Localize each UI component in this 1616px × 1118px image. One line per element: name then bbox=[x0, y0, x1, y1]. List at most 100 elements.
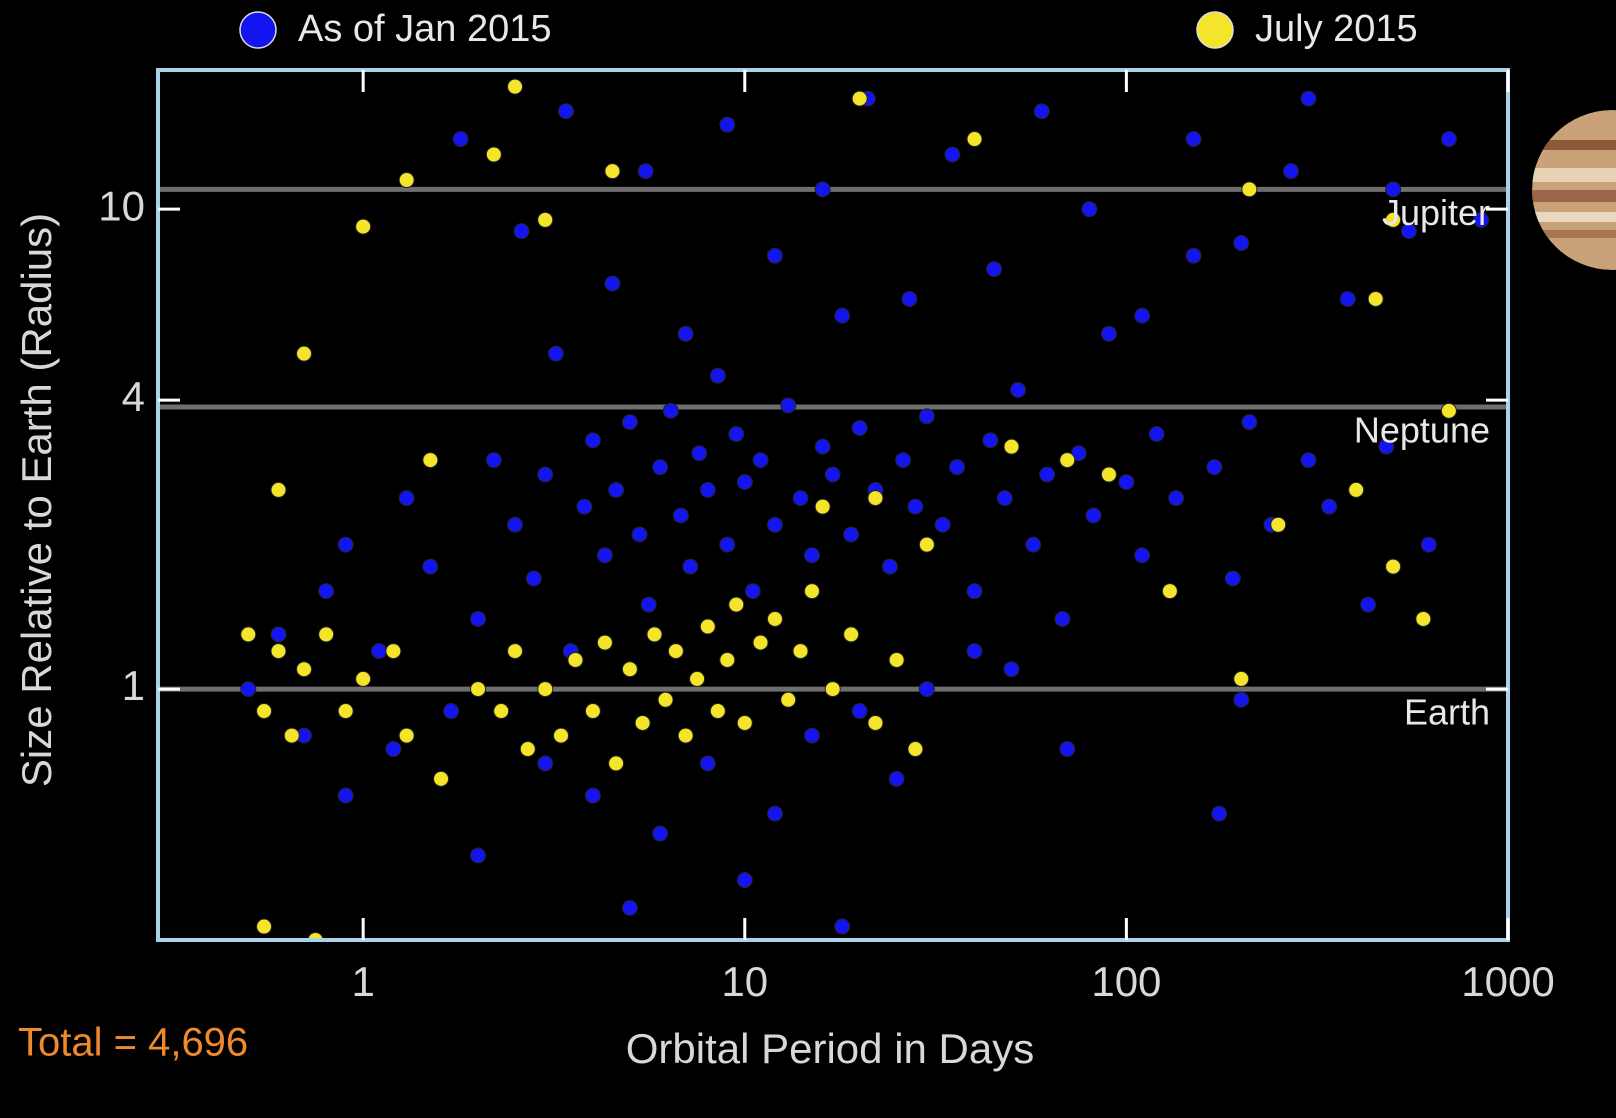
y-axis-title: Size Relative to Earth (Radius) bbox=[13, 213, 60, 787]
data-point bbox=[585, 433, 600, 448]
data-point bbox=[423, 453, 438, 468]
data-point bbox=[1234, 236, 1249, 251]
chart: Size Relative to Earth (Radius) Orbital … bbox=[0, 0, 1616, 1118]
data-point bbox=[919, 409, 934, 424]
data-point bbox=[1301, 91, 1316, 106]
data-point bbox=[852, 91, 867, 106]
data-point bbox=[444, 704, 459, 719]
data-point bbox=[868, 715, 883, 730]
data-point bbox=[844, 627, 859, 642]
data-point bbox=[1186, 248, 1201, 263]
data-point bbox=[1301, 453, 1316, 468]
data-point bbox=[678, 326, 693, 341]
data-point bbox=[983, 433, 998, 448]
data-point bbox=[1225, 571, 1240, 586]
data-point bbox=[804, 548, 819, 563]
data-point bbox=[622, 900, 637, 915]
data-point bbox=[1119, 475, 1134, 490]
data-point bbox=[793, 644, 808, 659]
legend-label: July 2015 bbox=[1255, 8, 1418, 50]
data-point bbox=[356, 219, 371, 234]
data-point bbox=[1368, 291, 1383, 306]
data-point bbox=[1101, 467, 1116, 482]
data-point bbox=[683, 559, 698, 574]
data-point bbox=[753, 453, 768, 468]
data-point bbox=[605, 164, 620, 179]
data-point bbox=[271, 644, 286, 659]
data-point bbox=[908, 499, 923, 514]
data-point bbox=[700, 619, 715, 634]
data-point bbox=[434, 771, 449, 786]
data-point bbox=[815, 439, 830, 454]
data-point bbox=[1169, 491, 1184, 506]
reference-label: Earth bbox=[1404, 692, 1490, 733]
data-point bbox=[423, 559, 438, 574]
data-point bbox=[889, 652, 904, 667]
data-point bbox=[257, 919, 272, 934]
data-point bbox=[1034, 104, 1049, 119]
data-point bbox=[815, 499, 830, 514]
data-point bbox=[577, 499, 592, 514]
data-point bbox=[1186, 132, 1201, 147]
data-point bbox=[1135, 548, 1150, 563]
reference-label: Jupiter bbox=[1382, 192, 1490, 233]
data-point bbox=[271, 627, 286, 642]
data-point bbox=[319, 627, 334, 642]
data-point bbox=[767, 517, 782, 532]
data-point bbox=[538, 467, 553, 482]
data-point bbox=[508, 79, 523, 94]
data-point bbox=[284, 728, 299, 743]
data-point bbox=[371, 644, 386, 659]
data-point bbox=[889, 771, 904, 786]
data-point bbox=[835, 919, 850, 934]
data-point bbox=[710, 704, 725, 719]
data-point bbox=[1004, 439, 1019, 454]
data-point bbox=[486, 147, 501, 162]
data-point bbox=[386, 742, 401, 757]
data-point bbox=[663, 403, 678, 418]
data-point bbox=[1060, 742, 1075, 757]
data-point bbox=[745, 584, 760, 599]
data-point bbox=[844, 527, 859, 542]
data-point bbox=[494, 704, 509, 719]
data-point bbox=[1040, 467, 1055, 482]
x-tick-label: 10 bbox=[721, 958, 768, 1005]
data-point bbox=[710, 368, 725, 383]
data-point bbox=[804, 728, 819, 743]
data-point bbox=[1101, 326, 1116, 341]
data-point bbox=[658, 692, 673, 707]
data-point bbox=[737, 715, 752, 730]
data-point bbox=[692, 446, 707, 461]
data-point bbox=[1234, 671, 1249, 686]
data-point bbox=[825, 682, 840, 697]
data-point bbox=[720, 537, 735, 552]
data-point bbox=[690, 671, 705, 686]
data-point bbox=[678, 728, 693, 743]
data-point bbox=[622, 415, 637, 430]
data-point bbox=[1162, 584, 1177, 599]
legend-marker bbox=[1197, 12, 1233, 48]
data-point bbox=[804, 584, 819, 599]
legend-label: As of Jan 2015 bbox=[298, 8, 552, 50]
data-point bbox=[902, 291, 917, 306]
y-tick-label: 1 bbox=[122, 662, 145, 709]
data-point bbox=[319, 584, 334, 599]
data-point bbox=[1386, 559, 1401, 574]
data-point bbox=[568, 652, 583, 667]
data-point bbox=[356, 671, 371, 686]
data-point bbox=[815, 182, 830, 197]
data-point bbox=[1082, 202, 1097, 217]
data-point bbox=[673, 508, 688, 523]
data-point bbox=[1242, 182, 1257, 197]
page: Size Relative to Earth (Radius) Orbital … bbox=[0, 0, 1616, 1118]
data-point bbox=[1234, 692, 1249, 707]
data-point bbox=[700, 482, 715, 497]
legend-marker bbox=[240, 12, 276, 48]
data-point bbox=[919, 682, 934, 697]
data-point bbox=[950, 460, 965, 475]
data-point bbox=[668, 644, 683, 659]
data-point bbox=[271, 482, 286, 497]
data-point bbox=[1322, 499, 1337, 514]
data-point bbox=[781, 398, 796, 413]
data-point bbox=[609, 756, 624, 771]
